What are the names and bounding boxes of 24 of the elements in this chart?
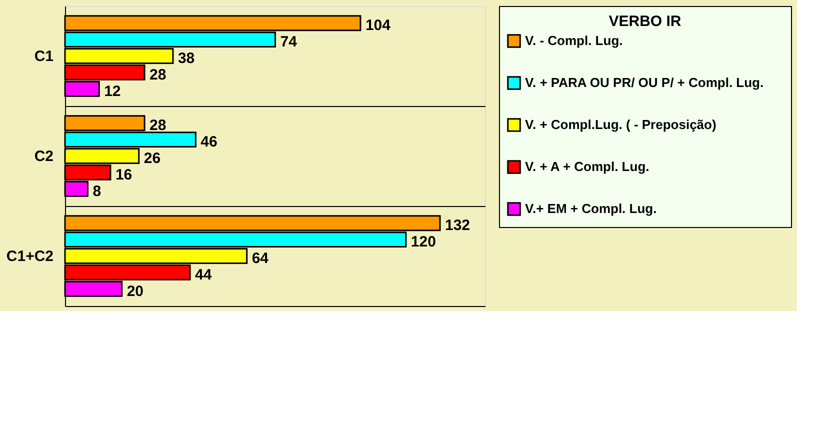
data-label: 132 [445, 217, 470, 234]
data-label: 46 [200, 134, 218, 151]
y-tick-label: C1+C2 [6, 248, 54, 265]
legend-label: V.+ EM + Compl. Lug. [525, 201, 657, 216]
data-label: 104 [365, 17, 392, 34]
data-label: 20 [126, 282, 144, 300]
data-label: 16 [115, 166, 132, 184]
data-label: 64 [252, 250, 270, 267]
legend-label: V. + Compl.Lug. ( - Preposição) [525, 117, 716, 132]
data-label: 44 [195, 266, 212, 284]
legend-label: V. + PARA OU PR/ OU P/ + Compl. Lug. [525, 75, 764, 90]
data-label: 28 [150, 117, 166, 134]
y-tick-label: C2 [34, 148, 54, 165]
y-tick-label: C1 [34, 48, 54, 65]
legend-title: VERBO IR [608, 13, 682, 30]
data-label: 120 [410, 234, 436, 251]
data-label: 28 [150, 66, 166, 84]
data-label: 38 [178, 50, 195, 67]
data-label: 74 [280, 34, 298, 51]
data-label: 26 [144, 150, 161, 167]
legend-label: V. + A + Compl. Lug. [525, 159, 650, 174]
data-label: 12 [104, 82, 121, 100]
legend-label: V. - Compl. Lug. [525, 33, 623, 48]
data-label: 8 [92, 182, 102, 200]
